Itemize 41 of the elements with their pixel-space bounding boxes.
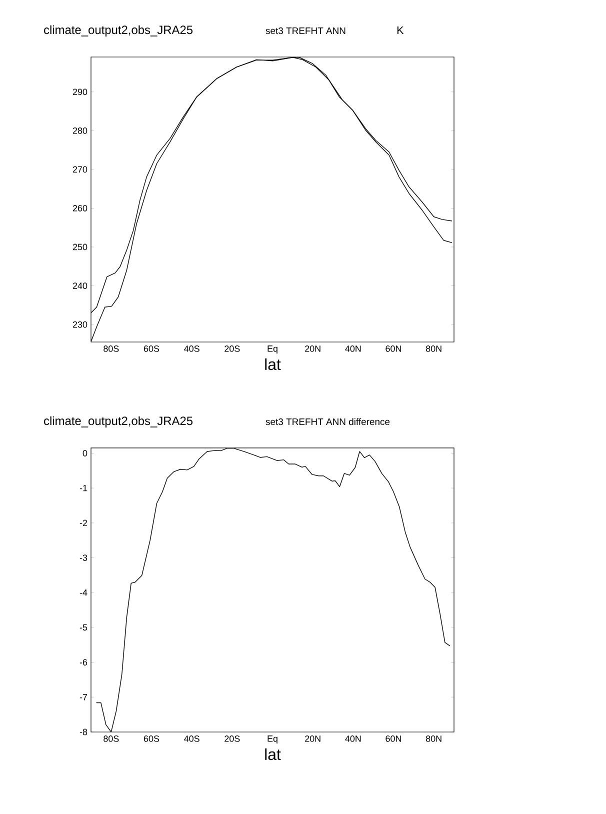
- x-tick-label: 20N: [305, 736, 320, 742]
- y-axis-title: K: [397, 26, 404, 34]
- x-axis-title: lat: [265, 358, 281, 370]
- x-tick-label: 40S: [184, 346, 200, 352]
- y-tick-label: -8: [80, 728, 88, 736]
- x-tick-label: 40S: [184, 736, 200, 742]
- chart-title: climate_output2,obs_JRA25: [44, 416, 193, 428]
- x-tick-label: 20S: [224, 736, 240, 742]
- x-axis-title: lat: [265, 748, 281, 760]
- y-tick-label: -3: [80, 554, 88, 561]
- x-tick-label: 60S: [144, 346, 160, 352]
- y-tick-label: 260: [72, 205, 88, 212]
- chart-subtitle: set3 TREFHT ANN difference: [266, 418, 390, 426]
- x-tick-label: 20N: [305, 346, 320, 352]
- x-tick-label: 80S: [104, 346, 119, 352]
- y-tick-label: 270: [72, 166, 88, 173]
- x-tick-label: 80N: [426, 346, 442, 352]
- y-tick-label: -6: [80, 659, 88, 666]
- x-tick-label: 60N: [386, 346, 401, 352]
- chart-subtitle: set3 TREFHT ANN: [266, 27, 346, 34]
- y-tick-label: 230: [72, 321, 88, 328]
- x-tick-label: Eq: [268, 736, 278, 744]
- x-tick-label: 20S: [224, 346, 240, 352]
- chart-title: climate_output2,obs_JRA25: [44, 25, 193, 36]
- y-tick-label: 0: [82, 450, 88, 456]
- y-tick-label: 280: [72, 127, 88, 134]
- y-tick-label: -5: [80, 624, 88, 631]
- x-tick-label: 40N: [345, 346, 361, 352]
- x-tick-label: 80S: [104, 736, 119, 742]
- x-tick-label: 80N: [426, 736, 442, 742]
- y-tick-label: 250: [72, 244, 88, 250]
- y-tick-label: 240: [72, 282, 88, 289]
- x-tick-label: 60N: [386, 736, 401, 742]
- y-tick-label: -2: [80, 520, 88, 526]
- x-tick-label: 60S: [144, 736, 160, 742]
- y-tick-label: -1: [80, 484, 88, 492]
- y-tick-label: -7: [80, 694, 88, 700]
- y-tick-label: -4: [80, 590, 88, 596]
- x-tick-label: 40N: [345, 736, 361, 742]
- x-tick-label: Eq: [268, 346, 278, 354]
- y-tick-label: 290: [72, 88, 88, 96]
